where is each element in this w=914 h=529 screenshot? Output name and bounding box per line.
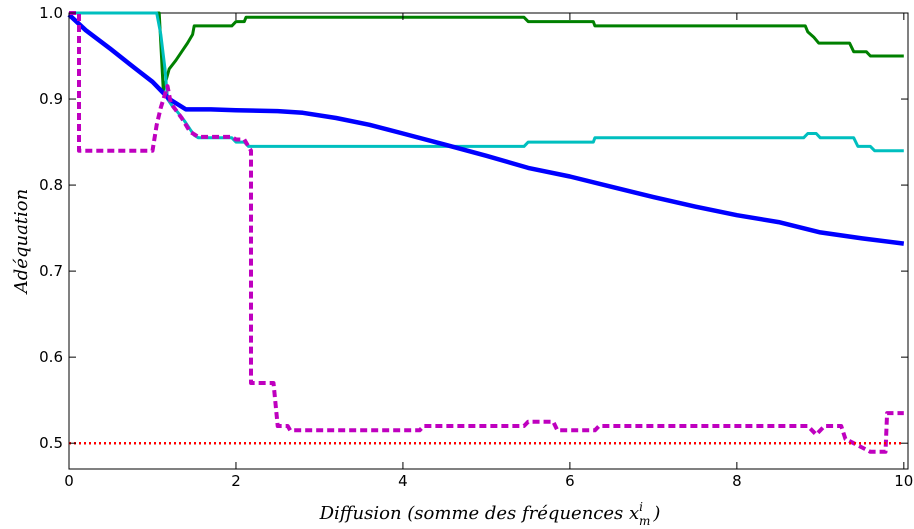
x-axis-title-sup: i bbox=[639, 500, 643, 514]
x-tick-label: 6 bbox=[565, 472, 575, 490]
x-tick-label: 0 bbox=[64, 472, 74, 490]
x-tick-label: 10 bbox=[894, 472, 913, 490]
y-tick-label: 0.7 bbox=[39, 262, 63, 280]
plot-area bbox=[68, 12, 909, 470]
series-layer bbox=[67, 11, 905, 454]
series-line-2 bbox=[67, 13, 905, 246]
y-axis-title: Adéquation bbox=[11, 189, 32, 295]
x-axis-title-sub: m bbox=[639, 514, 650, 528]
y-tick-label: 0.9 bbox=[39, 90, 63, 108]
y-tick-label: 0.6 bbox=[39, 348, 63, 366]
series-line-0 bbox=[69, 11, 904, 92]
ticks-layer: 0 2 4 6 8 10 0.5 0.6 0.7 0.8 0.9 1.0 bbox=[39, 4, 913, 490]
x-axis-title: Diffusion (somme des fréquences xi m) bbox=[319, 500, 661, 528]
y-tick-label: 1.0 bbox=[39, 4, 63, 22]
y-tick-label: 0.5 bbox=[39, 434, 63, 452]
y-tick-label: 0.8 bbox=[39, 176, 63, 194]
x-tick-label: 2 bbox=[231, 472, 241, 490]
series-line-3 bbox=[69, 11, 904, 454]
x-tick-label: 8 bbox=[732, 472, 742, 490]
x-tick-label: 4 bbox=[398, 472, 408, 490]
x-axis-title-end: ) bbox=[652, 503, 660, 524]
